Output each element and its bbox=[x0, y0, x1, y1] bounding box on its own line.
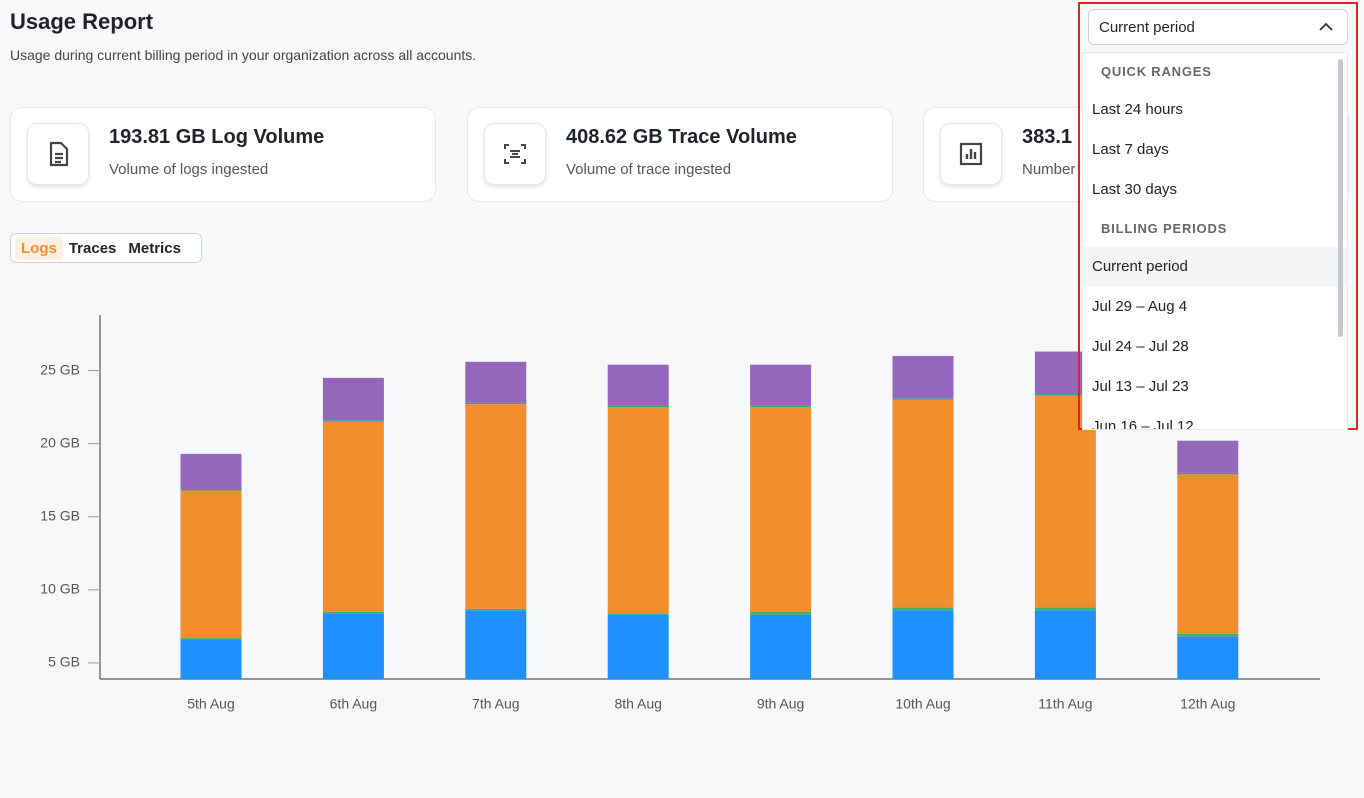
bar-segment bbox=[1034, 393, 1096, 396]
card-value: 383.1 bbox=[1022, 126, 1073, 148]
bar-segment bbox=[465, 402, 527, 405]
scrollbar bbox=[1338, 59, 1343, 337]
dropdown-option[interactable]: Jul 13 – Jul 23 bbox=[1092, 378, 1189, 395]
x-tick-label: 10th Aug bbox=[895, 696, 950, 712]
bar-segment bbox=[322, 613, 384, 679]
bar-segment bbox=[465, 608, 527, 611]
dropdown-highlight: Current period QUICK RANGES Last 24 hours… bbox=[1078, 2, 1358, 430]
bar-segment bbox=[750, 407, 812, 612]
bar-segment bbox=[180, 490, 242, 639]
bar-segment bbox=[465, 610, 527, 679]
bar-segment bbox=[750, 405, 812, 408]
bar-segment bbox=[180, 638, 242, 640]
page-subtitle: Usage during current billing period in y… bbox=[10, 47, 477, 63]
y-tick-label: 5 GB bbox=[48, 654, 80, 670]
bar-segment bbox=[322, 377, 384, 421]
card-value: 193.81 GB Log Volume bbox=[109, 126, 325, 148]
x-tick-label: 8th Aug bbox=[614, 696, 662, 712]
summary-card: 408.62 GB Trace Volume Volume of trace i… bbox=[467, 107, 893, 202]
tab[interactable]: Logs bbox=[15, 236, 63, 260]
bar-segment bbox=[180, 639, 242, 679]
bar-segment bbox=[1034, 395, 1096, 608]
select-value: Current period bbox=[1099, 19, 1195, 36]
bar-segment bbox=[607, 407, 669, 614]
bar-segment bbox=[750, 364, 812, 406]
bar-segment bbox=[892, 355, 954, 399]
bar-segment bbox=[1034, 610, 1096, 679]
dropdown-option[interactable]: Last 24 hours bbox=[1092, 101, 1183, 118]
bar-segment bbox=[322, 421, 384, 612]
dropdown-option[interactable]: Last 7 days bbox=[1092, 141, 1169, 158]
bar-segment bbox=[1177, 474, 1239, 634]
bar-segment bbox=[892, 607, 954, 611]
card-icon bbox=[27, 123, 89, 185]
bar-segment bbox=[607, 614, 669, 679]
bar-segment bbox=[607, 364, 669, 406]
tab[interactable]: Traces bbox=[68, 239, 117, 257]
y-tick-label: 20 GB bbox=[40, 434, 80, 450]
page-title: Usage Report bbox=[10, 9, 154, 34]
card-icon bbox=[940, 123, 1002, 185]
card-icon bbox=[484, 123, 546, 185]
dropdown-option[interactable]: Jul 29 – Aug 4 bbox=[1092, 298, 1188, 315]
bar-segment bbox=[892, 399, 954, 608]
y-tick-label: 10 GB bbox=[40, 581, 80, 597]
bar-segment bbox=[465, 404, 527, 609]
bar-segment bbox=[607, 405, 669, 408]
card-caption: Volume of logs ingested bbox=[109, 161, 269, 178]
x-tick-label: 11th Aug bbox=[1038, 696, 1092, 712]
dropdown-option[interactable]: Jun 16 – Jul 12 bbox=[1092, 418, 1194, 430]
tab-bar: Logs Traces Metrics bbox=[10, 233, 202, 263]
summary-card: 193.81 GB Log Volume Volume of logs inge… bbox=[10, 107, 436, 202]
x-tick-label: 7th Aug bbox=[472, 696, 520, 712]
bar-segment bbox=[750, 614, 812, 679]
dropdown-option[interactable]: Jul 24 – Jul 28 bbox=[1092, 338, 1189, 355]
bar-segment bbox=[892, 610, 954, 679]
x-tick-label: 9th Aug bbox=[757, 696, 805, 712]
bar-segment bbox=[1177, 633, 1239, 637]
bar-segment bbox=[607, 613, 669, 615]
bar-segment bbox=[750, 611, 812, 615]
dropdown-option[interactable]: Current period bbox=[1083, 247, 1347, 287]
x-tick-label: 12th Aug bbox=[1180, 696, 1235, 712]
bar-segment bbox=[180, 453, 242, 489]
bar-segment bbox=[465, 361, 527, 403]
period-select[interactable]: Current period bbox=[1088, 9, 1348, 45]
group-heading: BILLING PERIODS bbox=[1101, 221, 1228, 236]
card-caption: Number bbox=[1022, 161, 1076, 178]
bar-segment bbox=[1177, 636, 1239, 679]
bar-segment bbox=[1034, 607, 1096, 611]
y-tick-label: 25 GB bbox=[40, 361, 80, 377]
y-tick-label: 15 GB bbox=[40, 507, 80, 523]
x-tick-label: 6th Aug bbox=[330, 696, 378, 712]
bar-segment bbox=[1177, 440, 1239, 473]
x-tick-label: 5th Aug bbox=[187, 696, 235, 712]
card-caption: Volume of trace ingested bbox=[566, 161, 732, 178]
bar-segment bbox=[322, 420, 384, 422]
tab[interactable]: Metrics bbox=[128, 239, 181, 257]
group-heading: QUICK RANGES bbox=[1101, 64, 1212, 79]
bar-segment bbox=[1177, 472, 1239, 475]
card-value: 408.62 GB Trace Volume bbox=[566, 126, 797, 148]
dropdown-option[interactable]: Last 30 days bbox=[1092, 181, 1178, 198]
dropdown-list: QUICK RANGES Last 24 hours Last 7 days Last… bbox=[1082, 52, 1348, 430]
bar-segment bbox=[892, 398, 954, 400]
bar-segment bbox=[322, 611, 384, 614]
bar-segment bbox=[180, 488, 242, 491]
